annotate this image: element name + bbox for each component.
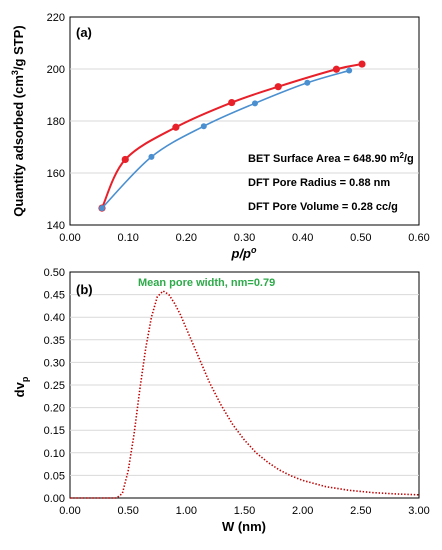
y-tick-label: 0.00: [44, 493, 65, 505]
data-point: [148, 153, 155, 160]
distribution-line: [70, 289, 420, 499]
panel-a-x-ticks: 0.00 0.10 0.20 0.30 0.40 0.50 0.60: [59, 232, 429, 244]
panel-b-y-ticks: 0.00 0.05 0.10 0.15 0.20 0.25 0.30 0.35 0.40 0.45…: [44, 267, 65, 505]
y-tick-label: 0.35: [44, 335, 65, 347]
y-tick-label: 0.05: [44, 470, 65, 482]
panel-b-y-axis-title: dvp: [12, 376, 30, 397]
panel-b-x-ticks: 0.00 0.50 1.00 1.50 2.00 2.50 3.00: [59, 505, 429, 517]
x-tick-label: 0.10: [117, 232, 138, 244]
y-tick-label: 0.20: [44, 403, 65, 415]
panel-b-chart: 0.00 0.05 0.10 0.15 0.20 0.25 0.30 0.35 0.40 0.45…: [12, 267, 430, 534]
panel-a-series: [98, 60, 366, 212]
panel-a-y-ticks: 140 160 180 200 220: [47, 12, 65, 232]
data-point: [228, 98, 236, 107]
dft-pore-volume-annotation: DFT Pore Volume = 0.28 cc/g: [248, 201, 398, 213]
y-tick-label: 200: [47, 64, 65, 76]
x-tick-label: 3.00: [408, 505, 429, 517]
mean-pore-width-annotation: Mean pore width, nm=0.79: [138, 277, 275, 289]
panel-a-x-axis-title: p/po: [231, 245, 258, 261]
x-tick-label: 0.50: [350, 232, 371, 244]
data-point: [274, 83, 282, 91]
y-tick-label: 0.45: [44, 290, 65, 302]
panel-b-x-axis-title: W (nm): [222, 519, 266, 534]
x-tick-label: 0.60: [408, 232, 429, 244]
y-tick-label: 180: [47, 116, 65, 128]
y-tick-label: 140: [47, 220, 65, 232]
data-point: [121, 155, 129, 164]
y-tick-label: 0.25: [44, 380, 65, 392]
panel-a-label: (a): [76, 25, 92, 40]
data-point: [358, 60, 366, 68]
x-tick-label: 1.50: [234, 505, 255, 517]
x-tick-label: 0.00: [59, 505, 80, 517]
panel-b-label: (b): [76, 282, 93, 297]
data-point: [172, 123, 180, 131]
x-tick-label: 0.30: [234, 232, 255, 244]
x-tick-label: 0.00: [59, 232, 80, 244]
y-tick-label: 0.10: [44, 448, 65, 460]
y-tick-label: 160: [47, 168, 65, 180]
x-tick-label: 0.50: [117, 505, 138, 517]
panel-a-chart: 140 160 180 200 220 0.00 0.10 0.20 0.30 0.40 0.50…: [10, 12, 430, 261]
data-point: [251, 100, 258, 107]
data-point: [346, 67, 353, 74]
panel-a-grid: [70, 68, 419, 174]
data-point: [304, 79, 311, 86]
x-tick-label: 2.00: [292, 505, 313, 517]
y-tick-label: 0.40: [44, 312, 65, 324]
panel-a-y-axis-title: Quantity adsorbed (cm3/g STP): [10, 25, 26, 216]
y-tick-label: 0.30: [44, 357, 65, 369]
dft-pore-radius-annotation: DFT Pore Radius = 0.88 nm: [248, 177, 390, 189]
panel-b-series: [70, 289, 420, 499]
data-point: [332, 65, 341, 73]
x-tick-label: 0.40: [292, 232, 313, 244]
x-tick-label: 2.50: [350, 505, 371, 517]
x-tick-label: 1.00: [176, 505, 197, 517]
data-point: [200, 123, 207, 130]
y-tick-label: 0.15: [44, 425, 65, 437]
data-point: [98, 205, 105, 212]
y-tick-label: 0.50: [44, 267, 65, 279]
series-line: [101, 69, 350, 209]
bet-surface-area-annotation: BET Surface Area = 648.90 m2/g: [248, 151, 414, 165]
panel-b-grid: [70, 294, 419, 476]
x-tick-label: 0.20: [176, 232, 197, 244]
y-tick-label: 220: [47, 12, 65, 24]
